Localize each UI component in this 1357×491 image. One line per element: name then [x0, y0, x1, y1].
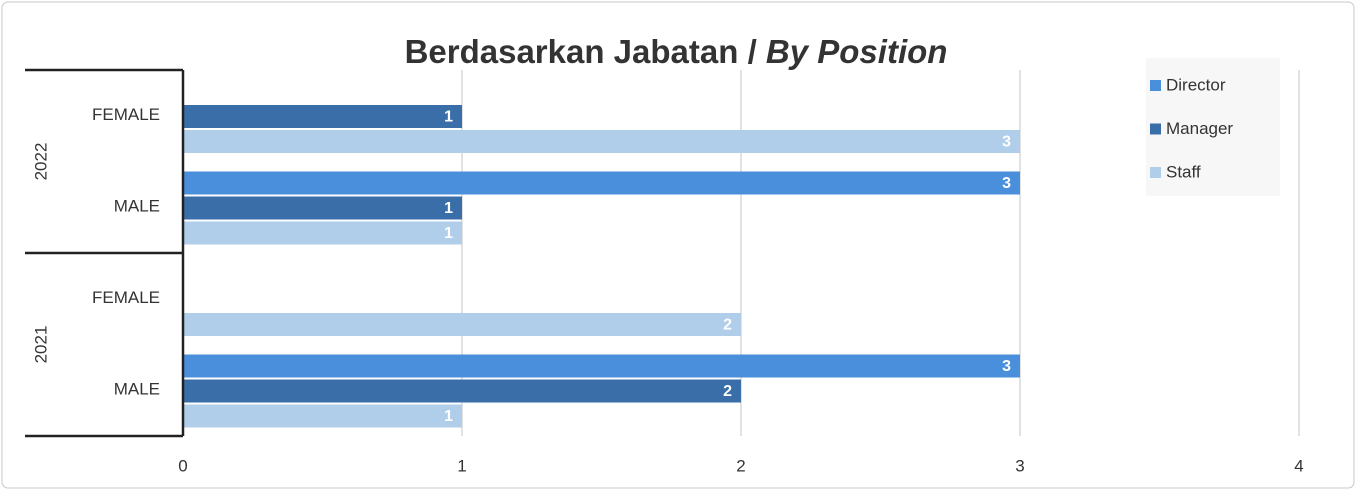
legend-label: Manager [1166, 119, 1233, 138]
legend-swatch [1150, 123, 1161, 135]
data-label: 3 [1002, 134, 1011, 151]
x-tick-label: 3 [1015, 456, 1024, 475]
bar [183, 105, 462, 128]
group-label: 2022 [31, 143, 50, 181]
y-category-label: FEMALE [92, 288, 160, 307]
bar [183, 404, 462, 428]
legend-box [1146, 58, 1280, 196]
data-label: 1 [444, 200, 453, 217]
data-label: 2 [723, 317, 732, 334]
x-tick-label: 0 [178, 456, 187, 475]
x-tick-label: 1 [457, 456, 466, 475]
y-category-label: MALE [114, 197, 160, 216]
bar [183, 354, 1020, 378]
data-label: 3 [1002, 358, 1011, 375]
data-label: 2 [723, 383, 732, 400]
x-tick-label: 2 [736, 456, 745, 475]
legend-label: Staff [1166, 162, 1201, 181]
bar [183, 221, 462, 245]
data-label: 1 [444, 109, 453, 126]
data-label: 3 [1002, 175, 1011, 192]
legend-label: Director [1166, 75, 1226, 94]
y-category-label: FEMALE [92, 105, 160, 124]
x-tick-label: 4 [1294, 456, 1303, 475]
legend-swatch [1150, 80, 1161, 91]
legend-swatch [1150, 167, 1161, 178]
data-label: 1 [444, 408, 453, 425]
bar [183, 379, 741, 403]
title-main: Berdasarkan Jabatan / [405, 33, 757, 70]
chart-title: Berdasarkan Jabatan / By Position [405, 33, 948, 70]
bar [183, 196, 462, 220]
bar [183, 171, 1020, 195]
data-label: 1 [444, 225, 453, 242]
bar [183, 130, 1020, 153]
title-italic: By Position [766, 33, 948, 70]
y-category-label: MALE [114, 380, 160, 399]
group-label: 2021 [31, 326, 50, 364]
bar [183, 313, 741, 336]
